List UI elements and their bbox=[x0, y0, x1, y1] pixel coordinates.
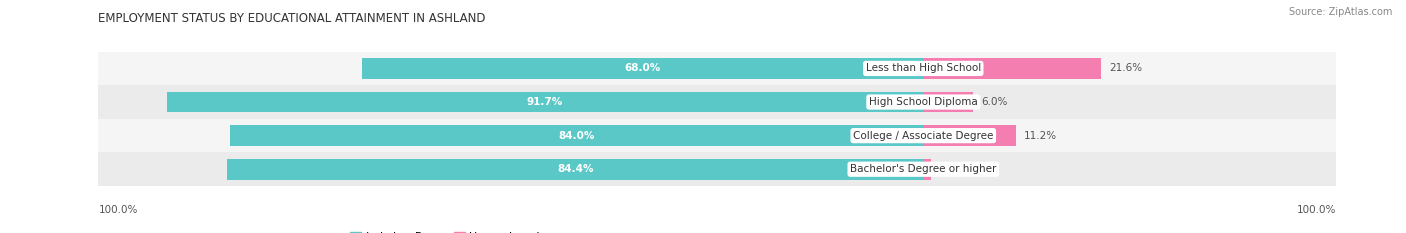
Text: 68.0%: 68.0% bbox=[624, 63, 661, 73]
Legend: In Labor Force, Unemployed: In Labor Force, Unemployed bbox=[346, 227, 544, 233]
Text: College / Associate Degree: College / Associate Degree bbox=[853, 131, 994, 141]
Bar bbox=[924, 58, 1101, 79]
Bar bbox=[167, 92, 924, 113]
Text: Source: ZipAtlas.com: Source: ZipAtlas.com bbox=[1288, 7, 1392, 17]
Bar bbox=[98, 52, 1406, 85]
Bar bbox=[98, 119, 1406, 152]
Text: Less than High School: Less than High School bbox=[866, 63, 981, 73]
Text: 84.0%: 84.0% bbox=[558, 131, 595, 141]
Text: 100.0%: 100.0% bbox=[1296, 205, 1336, 215]
Bar bbox=[924, 159, 931, 180]
Bar bbox=[98, 152, 1406, 186]
Text: 0.9%: 0.9% bbox=[939, 164, 966, 174]
Text: High School Diploma: High School Diploma bbox=[869, 97, 977, 107]
Bar bbox=[924, 92, 973, 113]
Text: EMPLOYMENT STATUS BY EDUCATIONAL ATTAINMENT IN ASHLAND: EMPLOYMENT STATUS BY EDUCATIONAL ATTAINM… bbox=[98, 12, 486, 25]
Text: 11.2%: 11.2% bbox=[1024, 131, 1057, 141]
Bar bbox=[231, 125, 924, 146]
Text: 21.6%: 21.6% bbox=[1109, 63, 1143, 73]
Bar bbox=[98, 85, 1406, 119]
Bar bbox=[924, 125, 1015, 146]
Bar bbox=[228, 159, 924, 180]
Text: 6.0%: 6.0% bbox=[981, 97, 1007, 107]
Bar bbox=[363, 58, 924, 79]
Text: Bachelor's Degree or higher: Bachelor's Degree or higher bbox=[851, 164, 997, 174]
Text: 84.4%: 84.4% bbox=[557, 164, 593, 174]
Text: 91.7%: 91.7% bbox=[527, 97, 564, 107]
Text: 100.0%: 100.0% bbox=[98, 205, 138, 215]
